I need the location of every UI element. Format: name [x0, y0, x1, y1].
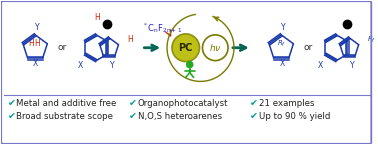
Text: ✔: ✔: [8, 99, 15, 108]
Text: X: X: [33, 59, 38, 68]
Text: Broad substrate scope: Broad substrate scope: [17, 112, 113, 121]
Text: $\mathregular{{}^*C_nF_{2n+1}}$: $\mathregular{{}^*C_nF_{2n+1}}$: [142, 21, 182, 35]
Text: X: X: [280, 59, 285, 68]
Text: Metal and additive free: Metal and additive free: [17, 99, 117, 108]
Text: ✔: ✔: [8, 112, 15, 121]
Text: Y: Y: [350, 61, 355, 70]
Text: Organophotocatalyst: Organophotocatalyst: [138, 99, 228, 108]
Text: or: or: [303, 43, 313, 52]
Text: H: H: [28, 39, 34, 48]
Text: ✔: ✔: [129, 99, 137, 108]
Text: H: H: [128, 35, 133, 44]
Text: Y: Y: [110, 61, 114, 70]
Text: PC: PC: [178, 43, 193, 53]
Circle shape: [172, 34, 200, 62]
Text: ✔: ✔: [250, 112, 258, 121]
Circle shape: [186, 61, 193, 68]
Text: Up to 90 % yield: Up to 90 % yield: [259, 112, 330, 121]
Text: Y: Y: [281, 23, 285, 32]
Text: Y: Y: [35, 23, 39, 32]
Text: 21 examples: 21 examples: [259, 99, 314, 108]
Text: $h\nu$: $h\nu$: [209, 42, 222, 53]
Text: H: H: [35, 39, 40, 48]
Text: $R_f$: $R_f$: [367, 35, 376, 45]
Text: N,O,S heteroarenes: N,O,S heteroarenes: [138, 112, 222, 121]
Text: X: X: [318, 61, 323, 70]
Text: ✔: ✔: [129, 112, 137, 121]
Text: ✔: ✔: [250, 99, 258, 108]
Text: or: or: [57, 43, 67, 52]
Text: H: H: [94, 13, 100, 22]
Text: X: X: [78, 61, 83, 70]
Text: $R_f$: $R_f$: [277, 39, 287, 49]
